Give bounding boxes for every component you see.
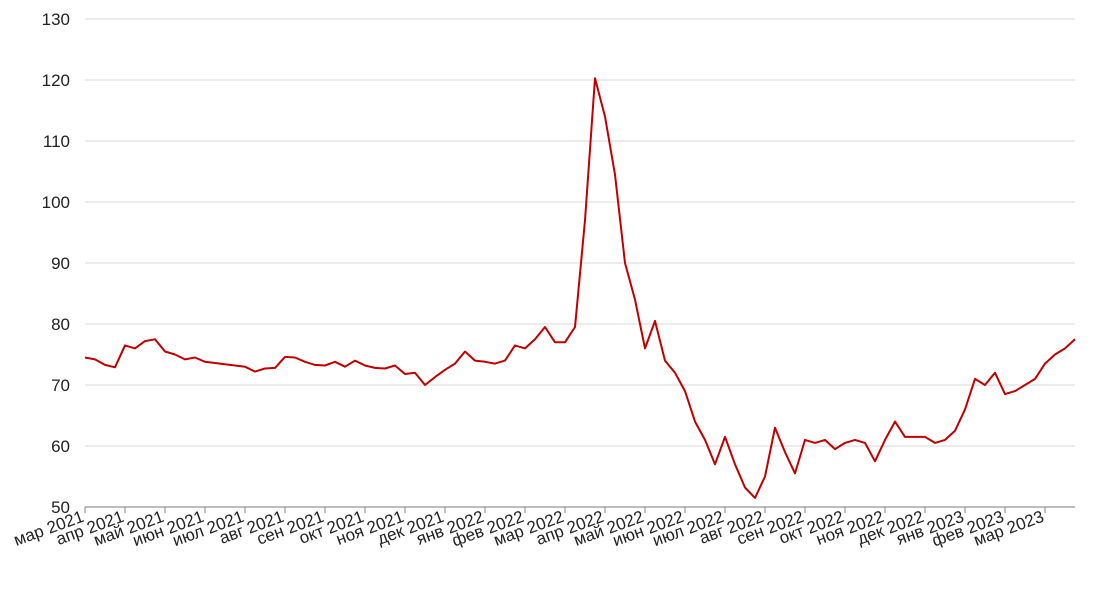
y-tick-label: 120 xyxy=(42,71,70,90)
data-line xyxy=(84,77,1076,499)
y-tick-label: 50 xyxy=(51,498,70,517)
y-tick-label: 80 xyxy=(51,315,70,334)
y-tick-label: 100 xyxy=(42,193,70,212)
y-tick-label: 90 xyxy=(51,254,70,273)
y-tick-label: 110 xyxy=(43,132,70,151)
y-tick-label: 130 xyxy=(42,10,70,29)
y-tick-label: 60 xyxy=(51,437,70,456)
y-tick-label: 70 xyxy=(51,376,70,395)
